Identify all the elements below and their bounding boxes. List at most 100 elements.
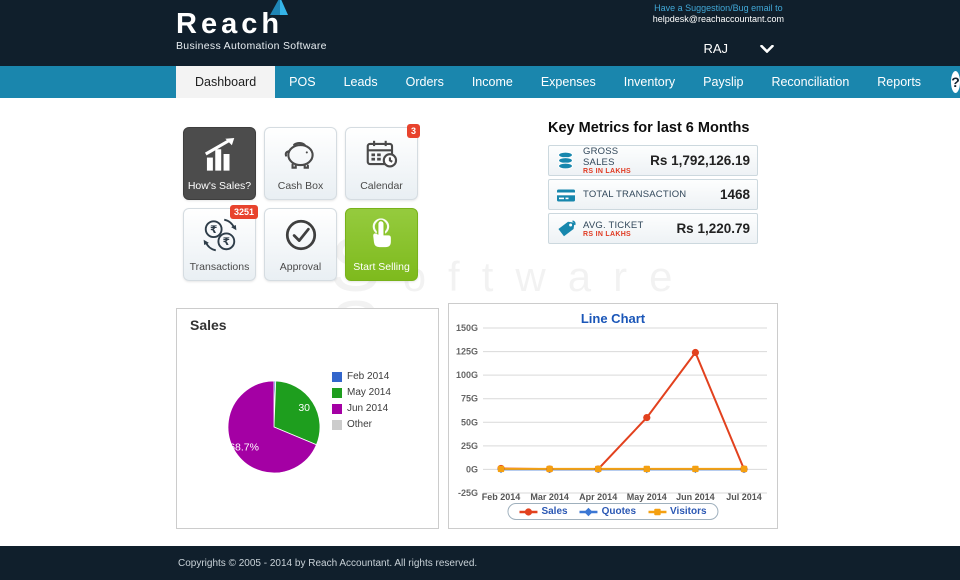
pie-legend-item-other: Other [332, 419, 391, 430]
x-tick-label: Feb 2014 [482, 492, 521, 502]
key-metrics-panel: Key Metrics for last 6 Months GROSS SALE… [548, 120, 758, 247]
line-legend-item-sales: Sales [519, 506, 568, 517]
tile-start-selling[interactable]: Start Selling [345, 208, 418, 281]
rupee-exchange-icon: ₹ ₹ [201, 216, 239, 254]
key-metrics-title: Key Metrics for last 6 Months [548, 120, 750, 136]
tab-pos[interactable]: POS [289, 75, 316, 89]
pie-legend-item-jun-2014: Jun 2014 [332, 403, 391, 414]
logo-sail-icon [267, 0, 291, 16]
y-tick-label: -25G [458, 488, 478, 498]
tab-payslip[interactable]: Payslip [703, 75, 744, 89]
y-tick-label: 50G [461, 417, 478, 427]
metric-row-total-transaction: TOTAL TRANSACTION 1468 [548, 179, 758, 210]
suggestion-note: Have a Suggestion/Bug email to helpdesk@… [653, 3, 784, 25]
pie-slice-jun-2014 [227, 380, 317, 474]
check-circle-icon [282, 216, 320, 254]
tab-leads[interactable]: Leads [343, 75, 378, 89]
metric-row-avg-ticket: AVG. TICKET RS IN LAKHS Rs 1,220.79 [548, 213, 758, 244]
tile-calendar[interactable]: 3 Calendar [345, 124, 420, 200]
legend-label: Sales [541, 506, 568, 517]
tile-label: Start Selling [353, 261, 410, 273]
svg-text:₹: ₹ [209, 224, 216, 236]
tab-orders[interactable]: Orders [405, 75, 444, 89]
x-tick-label: Jun 2014 [676, 492, 715, 502]
chevron-down-icon [760, 44, 774, 53]
y-tick-label: 150G [456, 323, 478, 333]
tab-dashboard[interactable]: Dashboard [176, 66, 276, 98]
coins-icon [556, 151, 576, 171]
line-chart: 150G 125G 100G 75G 50G 25G 0G -25G Feb 2014 Mar 2… [456, 323, 767, 502]
marker-visitors [497, 465, 505, 473]
tab-income[interactable]: Income [471, 75, 513, 89]
tab-expenses[interactable]: Expenses [540, 75, 596, 89]
notification-badge: 3251 [229, 205, 258, 219]
logo-text: Reach [176, 8, 284, 40]
app-footer: Copyrights © 2005 - 2014 by Reach Accoun… [0, 546, 960, 580]
tile-label: Transactions [189, 261, 250, 273]
metric-label: TOTAL TRANSACTION [583, 189, 687, 200]
tile-label: Cash Box [277, 180, 324, 192]
line-legend-item-visitors: Visitors [648, 506, 707, 517]
line-chart-title: Line Chart [580, 311, 646, 326]
y-tick-label: 125G [456, 347, 478, 357]
x-tick-label: Apr 2014 [579, 492, 617, 502]
marker-visitors [546, 465, 553, 473]
pie-slice-label: 30 [298, 402, 310, 414]
app-logo: Reach Business Automation Software [176, 0, 327, 52]
marker-visitors [595, 465, 602, 473]
copyright-text: Copyrights © 2005 - 2014 by Reach Accoun… [178, 557, 478, 569]
y-tick-label: 25G [461, 441, 478, 451]
metric-label: AVG. TICKET [583, 219, 644, 231]
tile-transactions[interactable]: ₹ ₹3251 Transactions [183, 205, 258, 281]
pie-legend-item-feb-2014: Feb 2014 [332, 371, 391, 382]
pie-chart-title: Sales [190, 317, 227, 333]
marker-visitors [692, 465, 699, 473]
legend-label: May 2014 [347, 387, 391, 398]
legend-swatch [332, 403, 342, 414]
metric-labels: GROSS SALES RS IN LAKHS [583, 146, 650, 175]
pie-chart: 30 68.7% [227, 380, 321, 474]
main-navbar: Dashboard POS Leads Orders Income Expenses Inv… [0, 66, 960, 98]
series-line-sales [500, 350, 745, 471]
x-tick-label: Jul 2014 [726, 492, 762, 502]
tile-label: Approval [279, 261, 322, 273]
tile-cash-box[interactable]: Cash Box [264, 127, 337, 200]
legend-swatch [332, 387, 342, 398]
tile-approval[interactable]: Approval [264, 208, 337, 281]
tab-reconciliation[interactable]: Reconciliation [771, 75, 850, 89]
shortcut-tiles: How's Sales? Cash Box 3 Calendar ₹ ₹3251 Trans… [183, 124, 420, 281]
app-header: Reach Business Automation Software Have … [0, 0, 960, 66]
x-tick-label: May 2014 [627, 492, 667, 502]
key-metrics-rows: GROSS SALES RS IN LAKHS Rs 1,792,126.19 TOT… [548, 145, 758, 244]
price-tag-icon [556, 219, 576, 239]
hand-click-icon [363, 216, 401, 254]
piggy-bank-icon [282, 135, 320, 173]
legend-label: Other [347, 419, 373, 430]
tile-label: How's Sales? [187, 180, 252, 192]
suggestion-email-link[interactable]: helpdesk@reachaccountant.com [652, 14, 784, 24]
tab-inventory[interactable]: Inventory [623, 75, 676, 89]
marker-visitors [740, 465, 748, 473]
pie-legend: Feb 2014 May 2014 Jun 2014 Other [332, 371, 391, 435]
user-menu[interactable]: RAJ [703, 41, 774, 56]
line-chart-legend: Sales Quotes Visitors [507, 503, 719, 520]
legend-label: Jun 2014 [347, 403, 389, 414]
y-tick-label: 100G [456, 370, 478, 380]
y-tick-label: 0G [466, 464, 478, 474]
legend-label: Visitors [670, 506, 707, 517]
marker-sales [643, 413, 651, 422]
tile-how-s-sales[interactable]: How's Sales? [183, 127, 256, 200]
logo-subtitle: Business Automation Software [176, 40, 327, 52]
svg-text:₹: ₹ [222, 236, 229, 248]
pie-slice-label: 68.7% [229, 441, 259, 453]
pie-legend-item-may-2014: May 2014 [332, 387, 391, 398]
legend-swatch [332, 371, 342, 382]
pie-slice-may-2014 [273, 380, 321, 446]
calendar-clock-icon [363, 135, 401, 173]
legend-label: Feb 2014 [347, 371, 390, 382]
legend-swatch [332, 419, 342, 430]
tab-reports[interactable]: Reports [877, 75, 922, 89]
x-tick-label: Mar 2014 [530, 492, 569, 502]
suggestion-line: Have a Suggestion/Bug email to [654, 3, 783, 13]
help-button[interactable]: ? [951, 71, 960, 93]
